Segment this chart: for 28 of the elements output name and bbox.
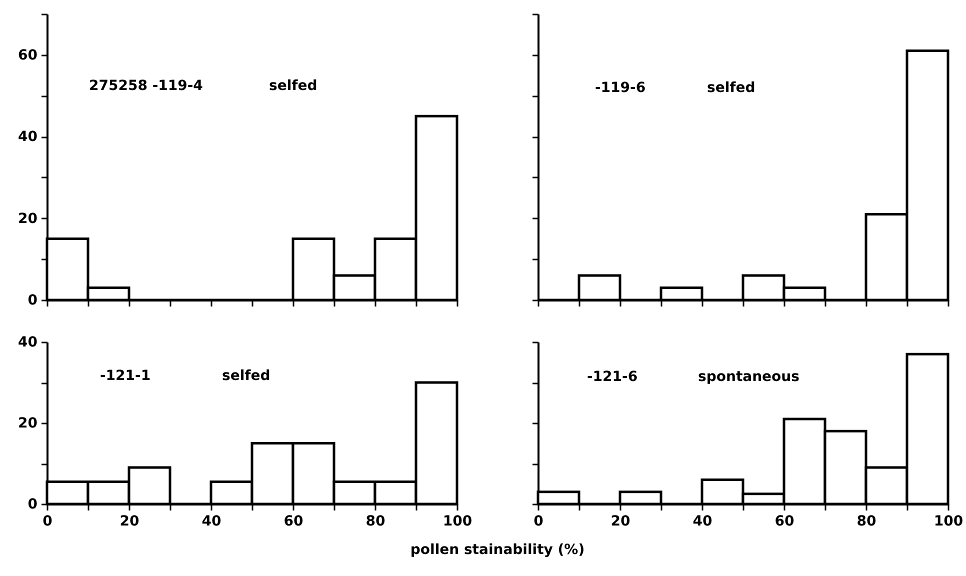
annotation: -121-1: [100, 368, 151, 384]
x-tick-label: 80: [856, 514, 876, 530]
x-tick-label: 60: [284, 514, 304, 530]
x-tick-label: 80: [366, 514, 386, 530]
x-tick-label: 40: [692, 514, 712, 530]
x-tick-label: 0: [42, 514, 53, 530]
x-tick-label: 20: [610, 514, 630, 530]
annotation: selfed: [707, 80, 756, 96]
y-tick-label: 40: [18, 334, 38, 350]
y-tick-label: 20: [18, 210, 38, 227]
x-tick-label: 0: [534, 514, 544, 530]
y-tick-label: 0: [28, 496, 38, 512]
x-tick-label: 40: [202, 514, 222, 530]
annotation: -119-6: [595, 80, 646, 96]
annotation: selfed: [222, 368, 270, 384]
annotation: selfed: [269, 78, 318, 94]
annotation: spontaneous: [698, 369, 800, 385]
x-tick-label: 100: [934, 514, 964, 530]
y-tick-label: 20: [18, 416, 38, 432]
annotation: -121-6: [587, 369, 638, 385]
annotation: 275258 -119-4: [89, 78, 204, 94]
y-tick-label: 0: [28, 292, 38, 308]
x-axis-title: pollen stainability (%): [410, 542, 585, 558]
x-tick-label: 20: [120, 514, 140, 530]
x-tick-label: 100: [442, 514, 472, 530]
y-tick-label: 60: [18, 47, 38, 64]
y-tick-label: 40: [18, 129, 38, 146]
x-tick-label: 60: [774, 514, 794, 530]
